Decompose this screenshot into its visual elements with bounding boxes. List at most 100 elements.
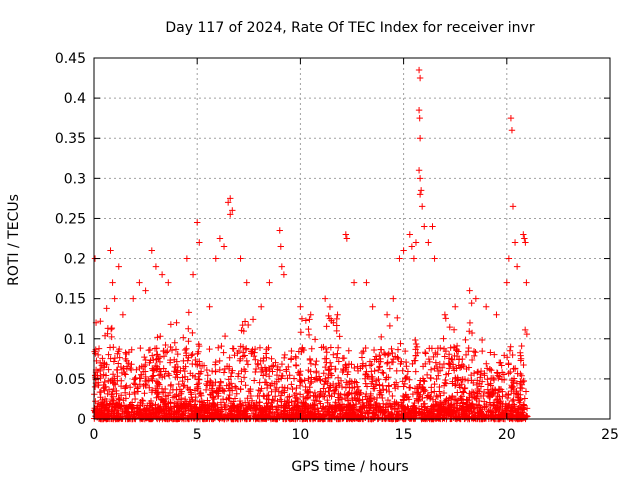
data-point bbox=[138, 363, 145, 370]
data-point bbox=[486, 365, 493, 373]
data-point bbox=[432, 402, 440, 409]
y-tick-label: 0.2 bbox=[64, 252, 86, 268]
data-point bbox=[252, 368, 259, 376]
data-point bbox=[184, 376, 191, 383]
data-point bbox=[349, 384, 356, 392]
data-point bbox=[259, 372, 267, 379]
data-point bbox=[404, 403, 411, 410]
data-point bbox=[251, 349, 258, 356]
data-point bbox=[201, 412, 209, 420]
data-point bbox=[375, 403, 382, 410]
data-point bbox=[317, 377, 324, 384]
data-point bbox=[363, 383, 371, 390]
data-point-peak bbox=[400, 247, 407, 254]
data-point bbox=[350, 414, 358, 422]
data-point bbox=[376, 363, 383, 370]
data-point bbox=[160, 414, 168, 421]
data-point bbox=[371, 385, 378, 392]
data-point bbox=[248, 397, 256, 404]
data-point bbox=[372, 402, 379, 409]
data-point bbox=[191, 387, 199, 394]
data-point bbox=[248, 350, 255, 357]
data-point bbox=[228, 408, 235, 415]
data-point bbox=[218, 342, 225, 350]
data-point bbox=[441, 379, 449, 386]
data-point bbox=[105, 386, 113, 394]
data-point bbox=[180, 382, 187, 390]
data-point-peak bbox=[511, 239, 519, 246]
data-point bbox=[296, 391, 304, 398]
data-point bbox=[99, 402, 106, 410]
data-point bbox=[470, 370, 478, 377]
data-point bbox=[473, 394, 480, 402]
data-point bbox=[262, 368, 269, 375]
data-point bbox=[448, 402, 455, 410]
data-point bbox=[142, 373, 149, 381]
data-point bbox=[496, 359, 503, 366]
data-point bbox=[130, 380, 138, 387]
data-point bbox=[282, 402, 290, 410]
data-point bbox=[216, 357, 223, 365]
data-point bbox=[397, 340, 404, 347]
data-point bbox=[204, 402, 211, 409]
data-point bbox=[115, 360, 122, 367]
data-point bbox=[237, 414, 244, 422]
data-point bbox=[289, 385, 296, 393]
data-point bbox=[291, 402, 298, 409]
data-point bbox=[223, 382, 230, 389]
data-point bbox=[403, 363, 410, 370]
data-point bbox=[121, 385, 129, 392]
y-tick-label: 0.45 bbox=[55, 51, 86, 67]
data-point bbox=[233, 390, 240, 397]
data-point bbox=[131, 376, 138, 383]
data-point bbox=[445, 370, 452, 377]
data-point bbox=[389, 392, 396, 400]
data-point bbox=[225, 394, 232, 402]
data-point bbox=[167, 382, 174, 390]
data-point bbox=[185, 325, 192, 332]
ticks-layer: 0 5 10 15 20 25 0 0.05 0.1 0.15 0.2 0.25 0.3 0.35 0.4 0… bbox=[55, 51, 619, 443]
data-point bbox=[520, 377, 527, 385]
data-point bbox=[363, 368, 370, 375]
data-point-peak bbox=[425, 239, 432, 246]
data-point-peak bbox=[507, 114, 515, 122]
data-point bbox=[171, 414, 179, 422]
data-point bbox=[472, 349, 479, 356]
data-point bbox=[108, 403, 116, 411]
data-point bbox=[427, 374, 435, 382]
data-point bbox=[465, 348, 472, 355]
data-point bbox=[413, 343, 421, 351]
data-point bbox=[363, 396, 371, 403]
data-point bbox=[440, 389, 448, 397]
data-point bbox=[385, 350, 392, 358]
data-points-layer bbox=[90, 66, 531, 423]
data-point bbox=[121, 407, 129, 415]
data-point bbox=[158, 388, 166, 396]
data-point bbox=[470, 405, 477, 413]
data-point bbox=[322, 345, 330, 353]
data-point bbox=[161, 410, 168, 417]
data-point bbox=[348, 395, 356, 402]
data-point bbox=[277, 392, 285, 399]
data-point bbox=[357, 412, 365, 419]
data-point bbox=[371, 367, 378, 375]
data-point bbox=[180, 365, 187, 372]
data-point bbox=[419, 394, 426, 402]
data-point bbox=[352, 400, 360, 408]
data-point bbox=[377, 391, 385, 399]
data-point bbox=[145, 377, 152, 384]
data-point bbox=[263, 366, 270, 374]
data-point bbox=[100, 364, 108, 371]
data-point-peak bbox=[415, 106, 423, 114]
data-point bbox=[340, 354, 348, 362]
data-point bbox=[221, 412, 229, 419]
data-point bbox=[175, 404, 182, 411]
data-point bbox=[114, 366, 121, 374]
data-point bbox=[172, 346, 180, 353]
data-point bbox=[276, 367, 284, 374]
data-point bbox=[496, 393, 503, 401]
data-point bbox=[189, 329, 196, 337]
data-point bbox=[327, 344, 335, 351]
data-point bbox=[273, 402, 281, 410]
data-point bbox=[195, 370, 202, 377]
